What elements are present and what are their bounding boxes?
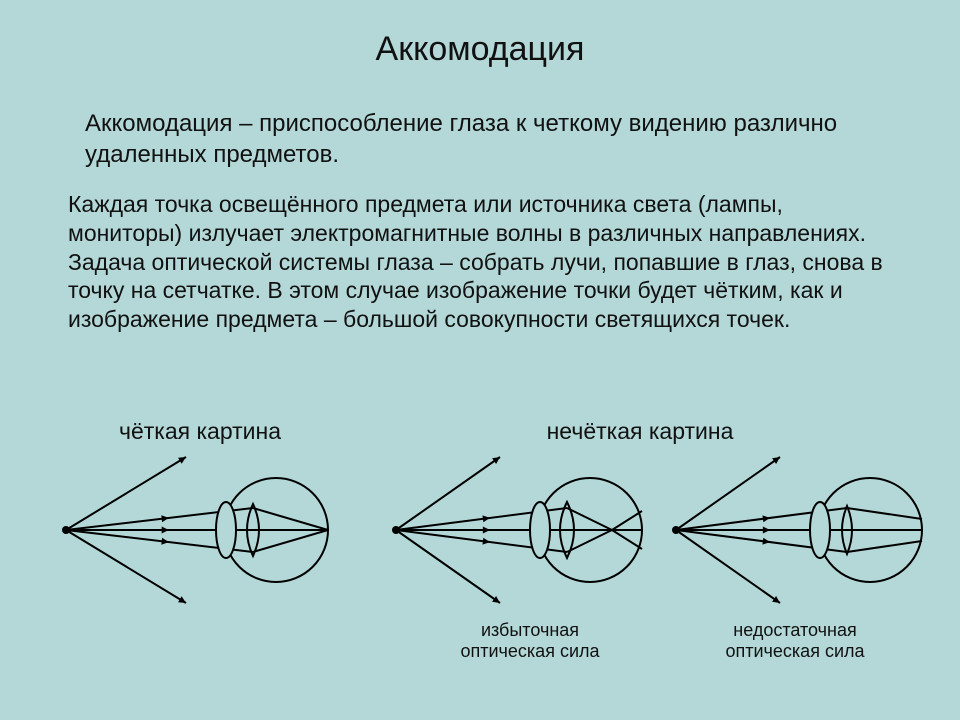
caption-deficit-line1: недостаточная — [733, 620, 856, 640]
eye-diagram-0 — [48, 445, 348, 615]
caption-unclear: нечёткая картина — [490, 418, 790, 445]
caption-clear: чёткая картина — [50, 418, 350, 445]
caption-excess-line1: избыточная — [481, 620, 579, 640]
eye-diagram-2 — [660, 445, 940, 615]
body-text: Каждая точка освещённого предмета или ис… — [68, 190, 898, 334]
caption-excess-line2: оптическая сила — [460, 641, 599, 661]
eye-diagram-1 — [380, 445, 660, 615]
caption-excess: избыточнаяоптическая сила — [380, 620, 680, 662]
caption-deficit: недостаточнаяоптическая сила — [645, 620, 945, 662]
page-title: Аккомодация — [0, 30, 960, 69]
definition-text: Аккомодация – приспособление глаза к чет… — [85, 108, 875, 170]
caption-deficit-line2: оптическая сила — [725, 641, 864, 661]
